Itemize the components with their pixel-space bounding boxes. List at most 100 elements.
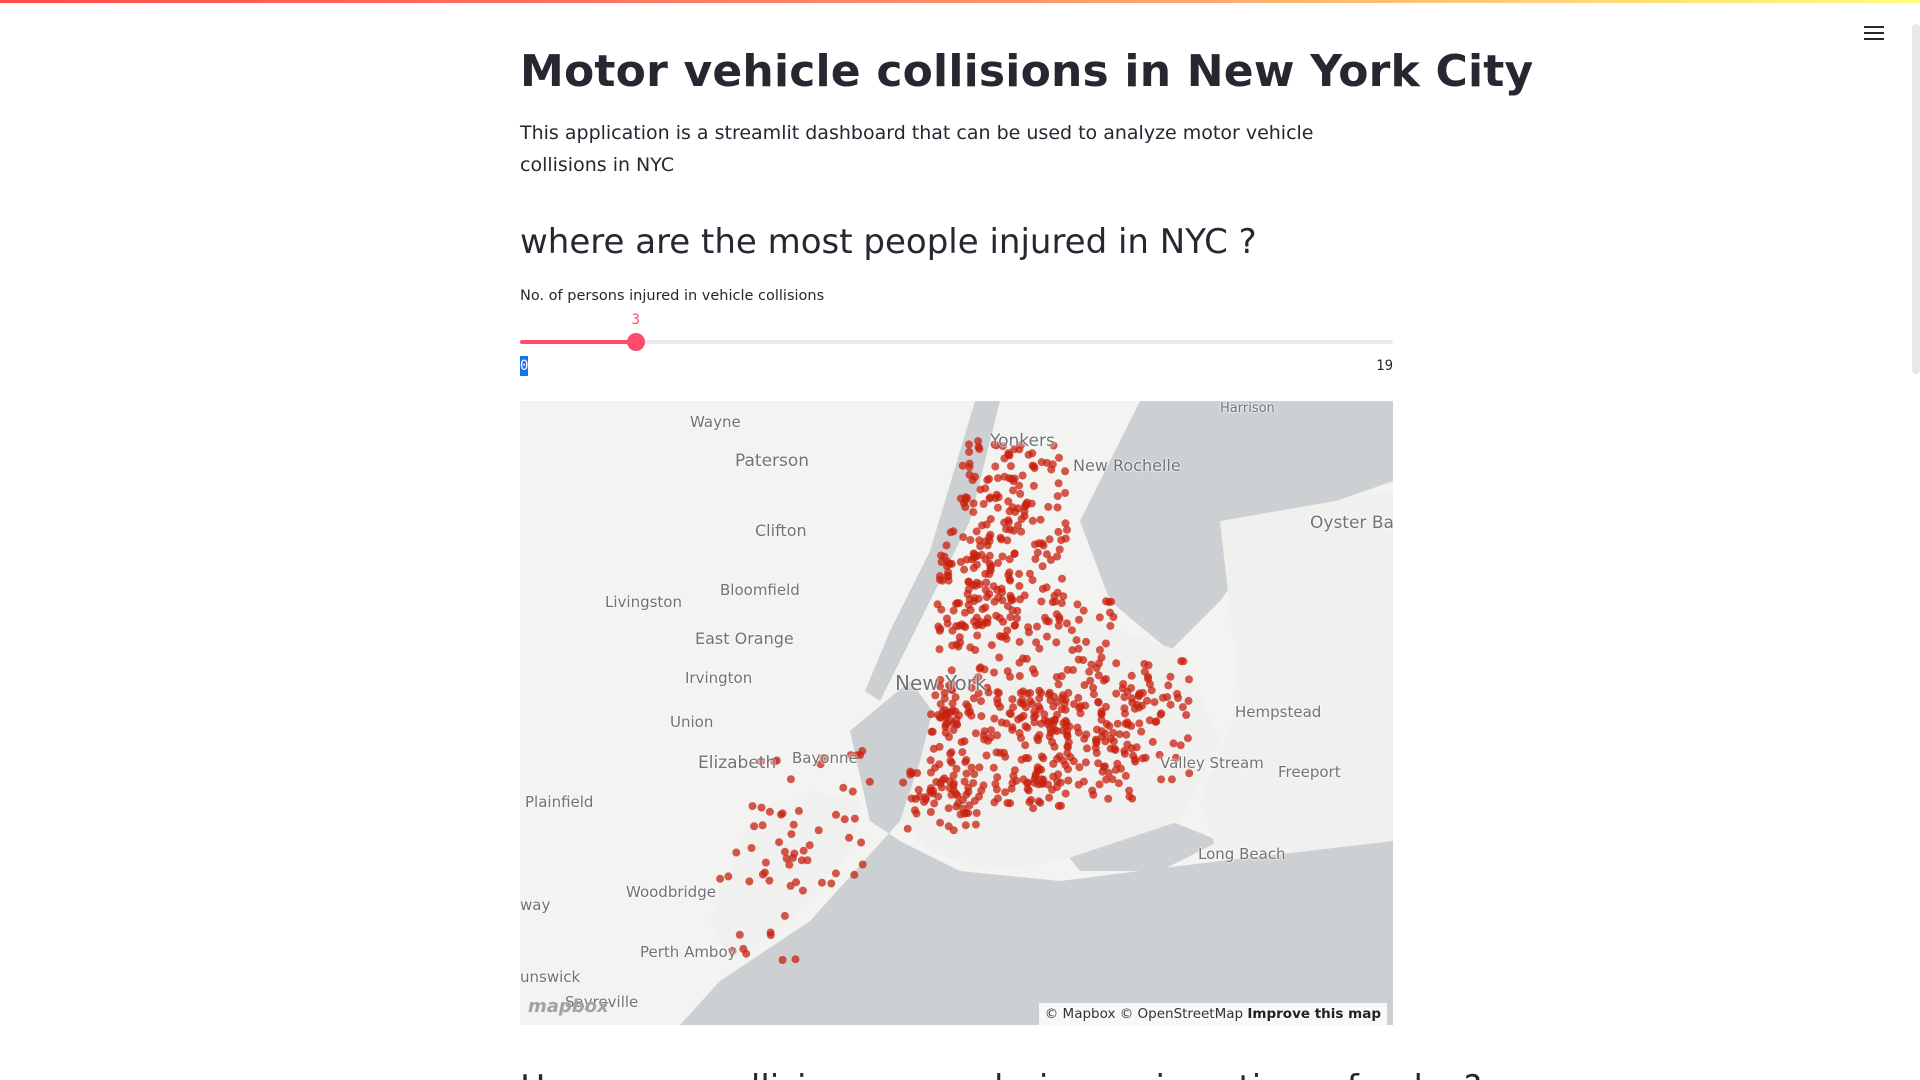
- collision-point[interactable]: [1102, 675, 1110, 683]
- collision-point[interactable]: [732, 848, 741, 857]
- collision-point[interactable]: [1063, 525, 1071, 534]
- collision-point[interactable]: [1005, 568, 1014, 577]
- collision-point[interactable]: [935, 760, 944, 769]
- collision-point[interactable]: [1143, 696, 1151, 705]
- collision-point[interactable]: [782, 854, 791, 863]
- collision-point[interactable]: [946, 749, 955, 758]
- collision-point[interactable]: [1012, 776, 1021, 785]
- collision-point[interactable]: [1112, 689, 1121, 698]
- collision-point[interactable]: [772, 756, 781, 765]
- collision-point[interactable]: [980, 735, 989, 744]
- collision-point[interactable]: [908, 769, 917, 777]
- collision-point[interactable]: [982, 593, 991, 602]
- collision-point[interactable]: [975, 664, 984, 673]
- collision-point[interactable]: [1082, 637, 1091, 646]
- collision-point[interactable]: [1150, 698, 1159, 707]
- collision-point[interactable]: [1125, 792, 1134, 801]
- collision-point[interactable]: [1095, 613, 1104, 622]
- collision-point[interactable]: [1061, 534, 1070, 543]
- collision-point[interactable]: [963, 590, 972, 598]
- collision-point[interactable]: [949, 606, 958, 615]
- collision-point[interactable]: [936, 682, 944, 691]
- collision-point[interactable]: [1145, 716, 1154, 725]
- collision-point[interactable]: [1023, 779, 1031, 788]
- collision-point[interactable]: [969, 499, 978, 508]
- collision-point[interactable]: [758, 870, 767, 879]
- collision-point[interactable]: [986, 566, 995, 575]
- collision-point[interactable]: [1010, 766, 1019, 775]
- collision-point[interactable]: [994, 474, 1002, 483]
- collision-point[interactable]: [1021, 753, 1030, 762]
- collision-point[interactable]: [926, 808, 935, 816]
- collision-point[interactable]: [1053, 552, 1062, 561]
- collision-point[interactable]: [747, 844, 756, 852]
- collision-point[interactable]: [992, 490, 1001, 499]
- collision-point[interactable]: [1089, 690, 1098, 699]
- collision-point[interactable]: [1061, 467, 1070, 476]
- collision-point[interactable]: [1000, 472, 1009, 481]
- collision-point[interactable]: [1038, 562, 1047, 571]
- collision-point[interactable]: [970, 617, 978, 626]
- collision-point[interactable]: [967, 683, 976, 692]
- collision-point[interactable]: [778, 956, 787, 964]
- collision-point[interactable]: [1081, 758, 1090, 767]
- collision-point[interactable]: [987, 726, 996, 735]
- collision-point[interactable]: [1029, 665, 1037, 674]
- collision-point[interactable]: [985, 551, 994, 560]
- collision-point[interactable]: [934, 711, 942, 720]
- collision-point[interactable]: [997, 584, 1006, 593]
- collision-point[interactable]: [858, 747, 867, 755]
- collision-point[interactable]: [984, 688, 993, 697]
- collision-point[interactable]: [1113, 759, 1122, 768]
- collision-point[interactable]: [998, 596, 1007, 605]
- collision-point[interactable]: [982, 578, 991, 587]
- collision-point[interactable]: [1053, 492, 1062, 501]
- collision-point[interactable]: [998, 632, 1006, 641]
- attribution-text[interactable]: © Mapbox © OpenStreetMap: [1044, 1006, 1244, 1022]
- collision-point[interactable]: [1185, 675, 1193, 684]
- collision-point[interactable]: [989, 582, 998, 591]
- collision-point[interactable]: [766, 928, 775, 937]
- collision-point[interactable]: [1045, 690, 1053, 699]
- collision-point[interactable]: [983, 541, 992, 550]
- collision-point[interactable]: [1064, 688, 1073, 697]
- collision-point[interactable]: [1125, 786, 1134, 795]
- collision-point[interactable]: [716, 874, 725, 883]
- collision-point[interactable]: [989, 763, 998, 772]
- collision-point[interactable]: [972, 809, 981, 817]
- collision-point[interactable]: [1053, 503, 1062, 512]
- collision-point[interactable]: [1118, 684, 1127, 693]
- collision-point[interactable]: [975, 536, 984, 545]
- collision-point[interactable]: [998, 552, 1007, 561]
- collision-point[interactable]: [832, 810, 840, 819]
- collision-point[interactable]: [1097, 732, 1106, 741]
- collision-point[interactable]: [936, 818, 945, 827]
- collision-point[interactable]: [839, 783, 848, 792]
- collision-point[interactable]: [1003, 799, 1012, 807]
- collision-point[interactable]: [1015, 481, 1024, 490]
- collision-point[interactable]: [903, 824, 912, 833]
- collision-point[interactable]: [1093, 725, 1101, 734]
- collision-point[interactable]: [1179, 657, 1188, 666]
- collision-point[interactable]: [955, 633, 964, 642]
- collision-point[interactable]: [993, 688, 1002, 697]
- collision-point[interactable]: [949, 826, 958, 835]
- collision-point[interactable]: [1068, 646, 1077, 655]
- collision-point[interactable]: [1015, 672, 1024, 680]
- collision-point[interactable]: [1009, 477, 1018, 486]
- collision-point[interactable]: [935, 626, 944, 635]
- collision-point[interactable]: [941, 723, 950, 731]
- collision-point[interactable]: [1104, 598, 1113, 607]
- collision-point[interactable]: [728, 946, 737, 955]
- collision-point[interactable]: [794, 806, 803, 815]
- collision-point[interactable]: [1009, 486, 1018, 495]
- collision-point[interactable]: [993, 503, 1002, 512]
- collision-point[interactable]: [929, 744, 938, 753]
- collision-point[interactable]: [977, 697, 985, 706]
- collision-point[interactable]: [1079, 656, 1088, 665]
- collision-point[interactable]: [1045, 793, 1054, 802]
- collision-point[interactable]: [966, 536, 975, 544]
- collision-point[interactable]: [1106, 744, 1115, 753]
- collision-point[interactable]: [993, 699, 1002, 708]
- collision-point[interactable]: [852, 751, 861, 760]
